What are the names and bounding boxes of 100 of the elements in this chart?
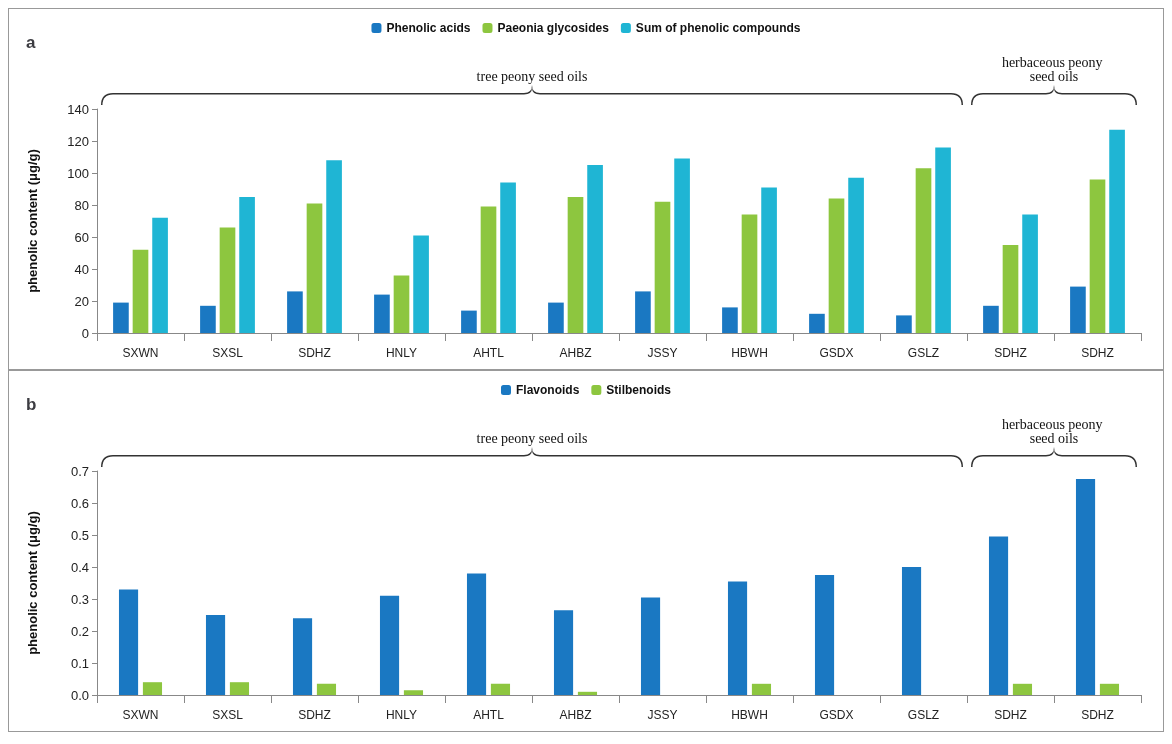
bar: [567, 197, 584, 333]
bar: [1109, 129, 1125, 333]
legend-label: Flavonoids: [516, 383, 580, 397]
bar: [722, 307, 738, 333]
chart-title: b: [26, 395, 37, 414]
text: herbaceous peony seed oils: [1001, 416, 1107, 446]
bar: [1089, 179, 1106, 333]
x-tick-label: AHTL: [473, 708, 505, 722]
chart-title: a: [26, 33, 36, 52]
x-tick-label: GSLZ: [907, 346, 940, 360]
bar: [461, 310, 477, 333]
x-tick-label: SDHZ: [1081, 346, 1114, 360]
legend-label: Sum of phenolic compounds: [635, 21, 801, 35]
bar: [142, 682, 163, 695]
bar: [379, 595, 400, 695]
x-tick-label: SDHZ: [994, 708, 1027, 722]
x-tick-label: SXSL: [212, 708, 244, 722]
bar: [654, 201, 671, 333]
bar: [219, 227, 236, 333]
x-tick-label: AHBZ: [559, 346, 592, 360]
bar: [587, 165, 603, 333]
bar: [200, 305, 216, 333]
bar: [553, 610, 574, 695]
text: tree peony seed oils: [476, 68, 588, 84]
bar: [548, 302, 564, 333]
bar: [896, 315, 912, 333]
bar: [1070, 286, 1086, 333]
bar: [480, 206, 497, 333]
bar: [1012, 683, 1033, 695]
bar: [1002, 245, 1019, 333]
bar: [1022, 214, 1038, 333]
bar: [490, 683, 511, 695]
bar: [287, 291, 303, 333]
bar: [326, 160, 342, 333]
x-tick-label: SDHZ: [298, 708, 331, 722]
bar: [205, 615, 226, 695]
x-tick-label: SXSL: [212, 346, 244, 360]
bar: [229, 682, 250, 695]
bar: [935, 147, 951, 333]
x-tick-label: GSDX: [819, 708, 854, 722]
y-tick-label: 60: [74, 229, 89, 245]
x-tick-label: SXWN: [122, 346, 159, 360]
x-tick-label: JSSY: [647, 346, 678, 360]
y-tick-label: 40: [74, 261, 89, 277]
bar: [828, 198, 845, 333]
text: tree peony seed oils: [476, 430, 588, 446]
bar: [306, 203, 323, 333]
y-tick-label: 140: [67, 101, 89, 117]
x-tick-label: SDHZ: [1081, 708, 1114, 722]
y-tick-label: 0: [81, 325, 89, 341]
y-tick-label: 0.6: [70, 495, 89, 511]
bar: [1075, 479, 1096, 695]
legend-label: Stilbenoids: [606, 383, 672, 397]
y-tick-label: 0.7: [70, 463, 89, 479]
x-tick-label: AHTL: [473, 346, 505, 360]
x-tick-label: SXWN: [122, 708, 159, 722]
bar: [640, 597, 661, 695]
bar: [292, 618, 313, 695]
bar: [915, 168, 932, 333]
bar: [577, 691, 598, 695]
y-tick-label: 0.2: [70, 623, 89, 639]
y-tick-label: 80: [74, 197, 89, 213]
bar: [727, 581, 748, 695]
bar: [674, 158, 690, 333]
bar: [983, 305, 999, 333]
bar: [393, 275, 410, 333]
y-tick-label: 100: [67, 165, 89, 181]
bar: [374, 294, 390, 333]
x-tick-label: AHBZ: [559, 708, 592, 722]
bar: [113, 302, 129, 333]
y-axis-title: phenolic content (μg/g): [25, 511, 40, 655]
x-tick-label: SDHZ: [994, 346, 1027, 360]
y-tick-label: 0.4: [70, 559, 89, 575]
x-tick-label: GSLZ: [907, 708, 940, 722]
x-tick-label: SDHZ: [298, 346, 331, 360]
bar: [741, 214, 758, 333]
bar: [751, 683, 772, 695]
bar: [466, 573, 487, 695]
y-tick-label: 0.1: [70, 655, 89, 671]
bar: [118, 589, 139, 695]
y-axis-title: phenolic content (μg/g): [25, 149, 40, 293]
bar: [132, 249, 149, 333]
legend-label: Paeonia glycosides: [497, 21, 610, 35]
y-tick-label: 0.0: [70, 687, 89, 703]
bar: [403, 690, 424, 695]
bar: [635, 291, 651, 333]
bar: [152, 217, 168, 333]
bar: [988, 536, 1009, 695]
x-tick-label: HNLY: [385, 346, 418, 360]
x-tick-label: HBWH: [731, 708, 768, 722]
y-tick-label: 20: [74, 293, 89, 309]
x-tick-label: HNLY: [385, 708, 418, 722]
bar: [1099, 683, 1120, 695]
bar: [316, 683, 337, 695]
x-tick-label: GSDX: [819, 346, 854, 360]
bar: [413, 235, 429, 333]
bar: [761, 187, 777, 333]
text: herbaceous peony seed oils: [1001, 54, 1107, 84]
y-tick-label: 120: [67, 133, 89, 149]
bar: [809, 313, 825, 333]
